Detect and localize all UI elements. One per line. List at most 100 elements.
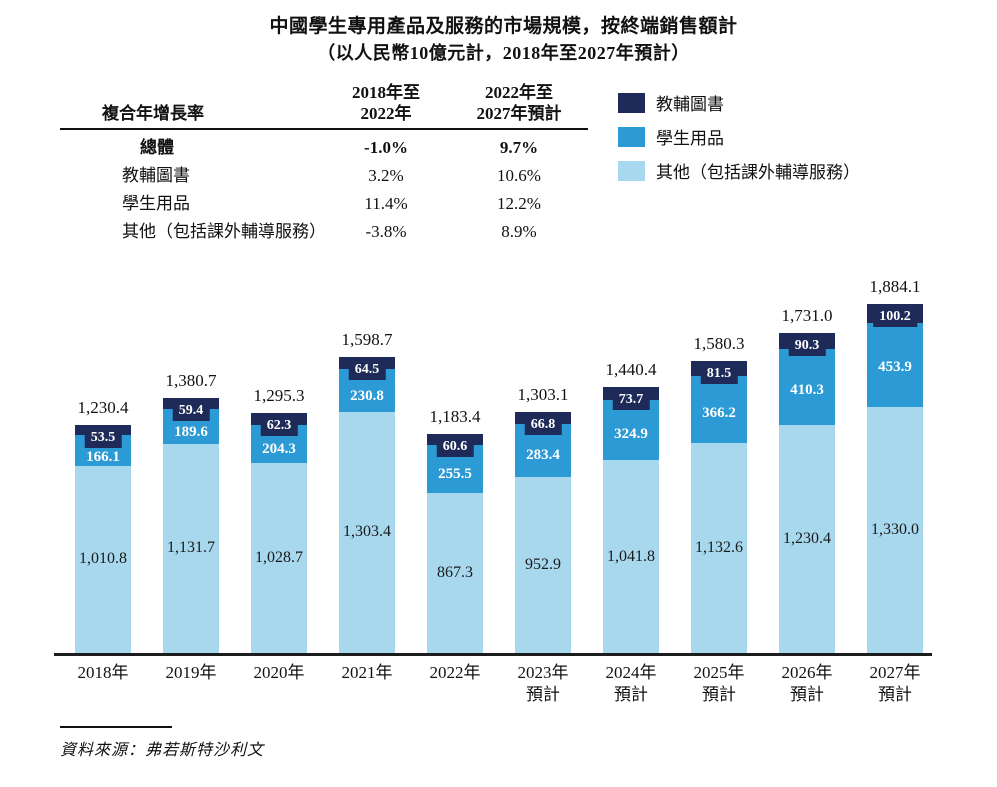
segment-others: 1,230.4 — [779, 425, 835, 653]
x-axis-label-2020年: 2020年 — [236, 662, 322, 706]
bar-total-label: 1,580.3 — [693, 333, 745, 353]
bar-total-label: 1,598.7 — [341, 330, 393, 350]
segment-books-value: 53.5 — [84, 428, 122, 449]
legend-item-2: 其他（包括課外輔導服務） — [618, 158, 860, 183]
cagr-table-header: 複合年增長率 2018年至 2022年 2022年至 2027年預計 — [60, 82, 588, 128]
x-axis-label-forecast-note: 預計 — [614, 685, 648, 704]
cagr-row-0: 總體 -1.0% 9.7% — [60, 134, 588, 162]
bar-total-label: 1,884.1 — [869, 277, 921, 297]
segment-others-value: 867.3 — [437, 563, 473, 581]
bar-stack: 100.2 453.9 1,330.0 — [867, 304, 923, 653]
x-axis-label-year: 2021年 — [341, 663, 393, 682]
x-axis-label-year: 2018年 — [77, 663, 129, 682]
top-section: 複合年增長率 2018年至 2022年 2022年至 2027年預計 總體 -1.… — [60, 82, 967, 246]
segment-others-value: 1,041.8 — [607, 547, 655, 565]
cagr-row-value-2022-2027: 12.2% — [497, 194, 541, 213]
bar-stack: 60.6 255.5 867.3 — [427, 434, 483, 653]
x-axis-label-year: 2024年 — [605, 663, 657, 682]
bar-stack: 62.3 204.3 1,028.7 — [251, 413, 307, 653]
legend-label: 教輔圖書 — [656, 95, 724, 114]
segment-books-value: 100.2 — [873, 307, 917, 328]
segment-books-value: 81.5 — [700, 363, 738, 384]
x-axis-label-2027年: 2027年預計 — [852, 662, 938, 706]
bar-column-2023年: 1,303.1 66.8 283.4 952.9 — [500, 385, 586, 653]
bar-column-2022年: 1,183.4 60.6 255.5 867.3 — [412, 407, 498, 653]
x-axis-label-2021年: 2021年 — [324, 662, 410, 706]
bar-stack: 59.4 189.6 1,131.7 — [163, 397, 219, 653]
bar-total-label: 1,303.1 — [517, 384, 569, 404]
bar-column-2025年: 1,580.3 81.5 366.2 1,132.6 — [676, 334, 762, 653]
segment-others-value: 1,303.4 — [343, 523, 391, 541]
bar-column-2018年: 1,230.4 53.5 166.1 1,010.8 — [60, 398, 146, 653]
chart-legend: 教輔圖書學生用品其他（包括課外輔導服務） — [618, 82, 860, 246]
segment-others: 1,132.6 — [691, 443, 747, 653]
bar-total-label: 1,380.7 — [165, 370, 217, 390]
bar-column-2027年: 1,884.1 100.2 453.9 1,330.0 — [852, 277, 938, 653]
bars-row: 1,230.4 53.5 166.1 1,010.8 1,380.7 59.4 189.6 1… — [60, 268, 938, 653]
legend-item-0: 教輔圖書 — [618, 90, 860, 115]
bar-stack: 81.5 366.2 1,132.6 — [691, 360, 747, 653]
x-axis-label-forecast-note: 預計 — [526, 685, 560, 704]
segment-supplies: 324.9 — [603, 400, 659, 461]
segment-supplies: 366.2 — [691, 375, 747, 444]
segment-others: 1,028.7 — [251, 462, 307, 653]
bar-total-label: 1,183.4 — [429, 407, 481, 427]
bar-total-label: 1,295.3 — [253, 386, 305, 406]
bar-total-label: 1,731.0 — [781, 305, 833, 325]
bar-chart: 1,230.4 53.5 166.1 1,010.8 1,380.7 59.4 189.6 1… — [54, 268, 938, 706]
x-axis-label-year: 2023年 — [517, 663, 569, 682]
cagr-table-body: 總體 -1.0% 9.7% 教輔圖書 3.2% 10.6% 學生用品 11.4% 12.2% 其他… — [60, 134, 588, 246]
cagr-row-label: 教輔圖書 — [122, 166, 190, 185]
segment-others: 1,330.0 — [867, 406, 923, 653]
segment-others-value: 1,028.7 — [255, 548, 303, 566]
segment-books-value: 64.5 — [348, 360, 386, 381]
cagr-row-label: 其他（包括課外輔導服務） — [122, 222, 326, 241]
source-rule — [60, 726, 172, 728]
bar-stack: 90.3 410.3 1,230.4 — [779, 332, 835, 653]
cagr-row-2: 學生用品 11.4% 12.2% — [60, 190, 588, 218]
segment-others: 1,010.8 — [75, 466, 131, 653]
x-axis-label-forecast-note: 預計 — [878, 685, 912, 704]
segment-others-value: 1,010.8 — [79, 550, 127, 568]
segment-others: 1,131.7 — [163, 443, 219, 653]
segment-supplies: 410.3 — [779, 349, 835, 426]
segment-others: 1,303.4 — [339, 411, 395, 653]
bar-column-2019年: 1,380.7 59.4 189.6 1,131.7 — [148, 371, 234, 653]
x-axis-label-2023年: 2023年預計 — [500, 662, 586, 706]
chart-subtitle: （以人民幣10億元計，2018年至2027年預計） — [317, 43, 690, 63]
segment-others-value: 1,131.7 — [167, 539, 215, 557]
segment-others: 1,041.8 — [603, 460, 659, 653]
cagr-header-col2: 2022年至 2027年預計 — [476, 83, 562, 123]
legend-label: 其他（包括課外輔導服務） — [656, 163, 860, 182]
x-axis-label-year: 2027年 — [869, 663, 921, 682]
x-axis-label-2026年: 2026年 預計 — [764, 662, 850, 706]
segment-others: 952.9 — [515, 476, 571, 653]
x-axis-label-2025年: 2025年 預計 — [676, 662, 762, 706]
bar-column-2020年: 1,295.3 62.3 204.3 1,028.7 — [236, 386, 322, 653]
source-block: 資料來源：弗若斯特沙利文 — [60, 726, 264, 760]
bar-total-label: 1,230.4 — [77, 398, 129, 418]
cagr-row-value-2022-2027: 9.7% — [499, 138, 539, 157]
x-axis-label-year: 2025年 — [693, 663, 745, 682]
segment-books-value: 62.3 — [260, 416, 298, 437]
cagr-row-value-2022-2027: 8.9% — [501, 222, 537, 241]
title-block: 中國學生專用產品及服務的市場規模，按終端銷售額計 （以人民幣10億元計，2018… — [60, 14, 967, 66]
cagr-row-1: 教輔圖書 3.2% 10.6% — [60, 162, 588, 190]
cagr-row-value-2022-2027: 10.6% — [497, 166, 541, 185]
segment-supplies: 453.9 — [867, 322, 923, 407]
cagr-row-value-2018-2022: -1.0% — [364, 138, 408, 157]
segment-books-value: 73.7 — [612, 389, 650, 410]
x-axis-label-2022年: 2022年 — [412, 662, 498, 706]
segment-others-value: 952.9 — [525, 555, 561, 573]
legend-label: 學生用品 — [656, 129, 724, 148]
x-axis-label-year: 2019年 — [165, 663, 217, 682]
cagr-row-value-2018-2022: -3.8% — [365, 222, 407, 241]
cagr-header-label: 複合年增長率 — [102, 104, 204, 123]
segment-books-value: 59.4 — [172, 400, 210, 421]
bar-column-2024年: 1,440.4 73.7 324.9 1,041.8 — [588, 360, 674, 653]
x-axis-label-forecast-note: 預計 — [790, 685, 824, 704]
x-axis-label-year: 2022年 — [429, 663, 481, 682]
legend-item-1: 學生用品 — [618, 124, 860, 149]
x-axis-label-year: 2020年 — [253, 663, 305, 682]
